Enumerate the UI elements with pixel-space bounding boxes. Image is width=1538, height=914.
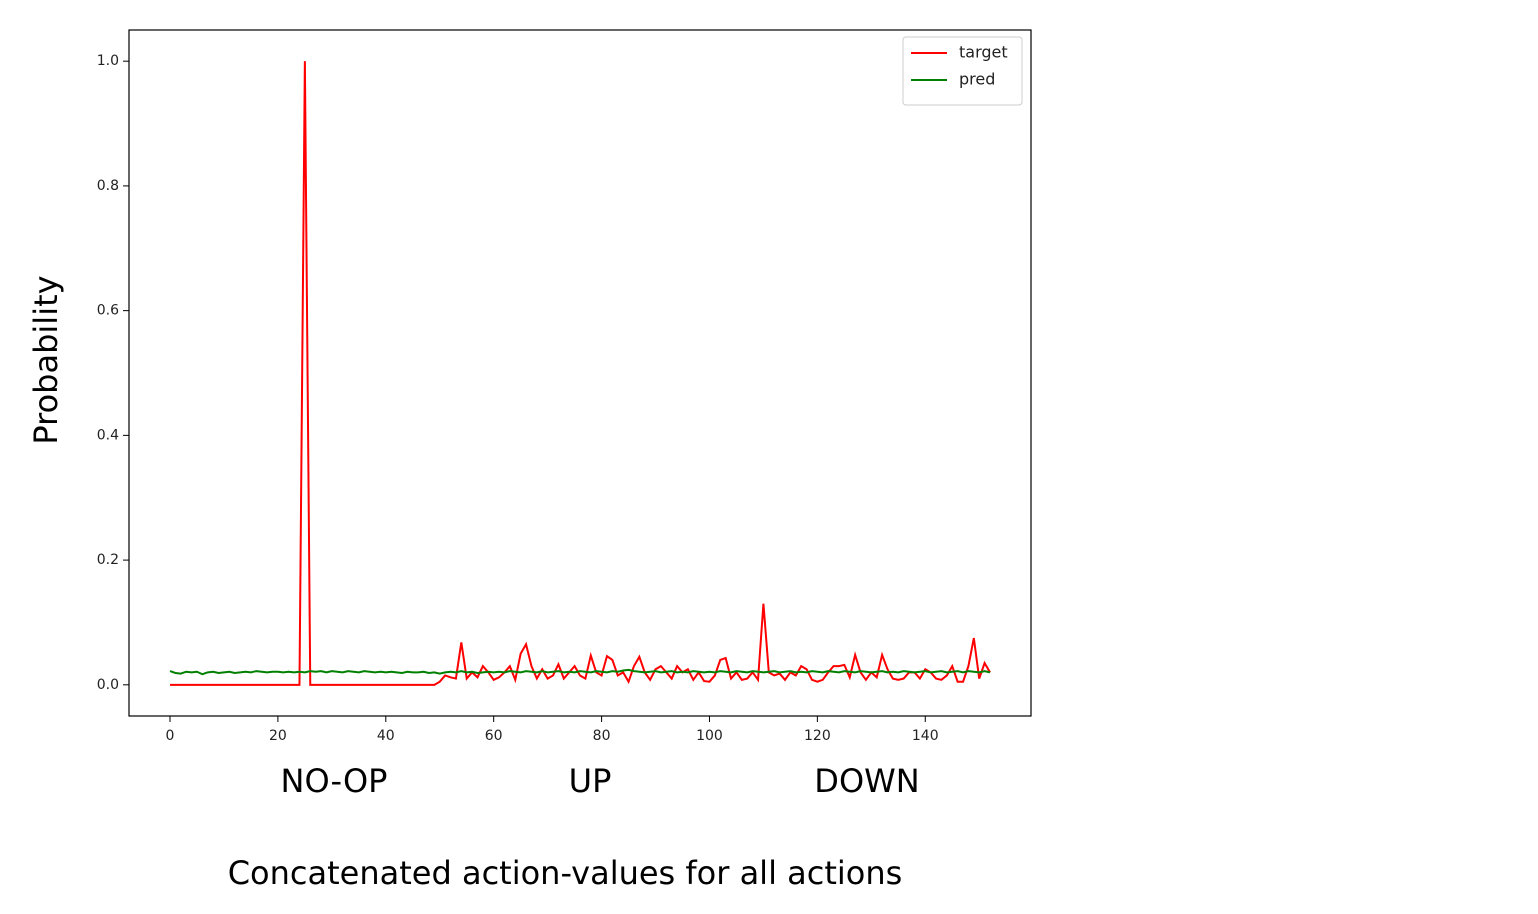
y-tick-label: 0.6	[97, 303, 119, 319]
legend: target pred	[902, 36, 1023, 106]
plot-area	[128, 29, 1032, 717]
x-axis-label: Concatenated action-values for all actio…	[228, 854, 903, 892]
y-tick-label: 1.0	[97, 53, 119, 69]
annotation: NO-OP	[281, 762, 388, 800]
x-tick-label: 40	[377, 728, 395, 744]
legend-label: pred	[959, 70, 995, 89]
x-tick-label: 140	[912, 728, 939, 744]
y-tick-label: 0.0	[97, 677, 119, 693]
line-series	[170, 61, 991, 686]
x-tick-label: 20	[269, 728, 287, 744]
x-tick-label: 120	[804, 728, 831, 744]
annotation: DOWN	[814, 762, 919, 800]
legend-label: target	[959, 43, 1008, 62]
line-series	[169, 668, 991, 676]
y-tick-label: 0.4	[97, 427, 119, 443]
x-tick-label: 80	[593, 728, 611, 744]
y-tick-label: 0.2	[97, 552, 119, 568]
y-tick-label: 0.8	[97, 178, 119, 194]
y-axis-label: Probability	[27, 275, 65, 444]
annotation: UP	[569, 762, 612, 800]
x-tick-label: 100	[696, 728, 723, 744]
x-tick-label: 60	[485, 728, 503, 744]
x-tick-label: 0	[166, 728, 175, 744]
